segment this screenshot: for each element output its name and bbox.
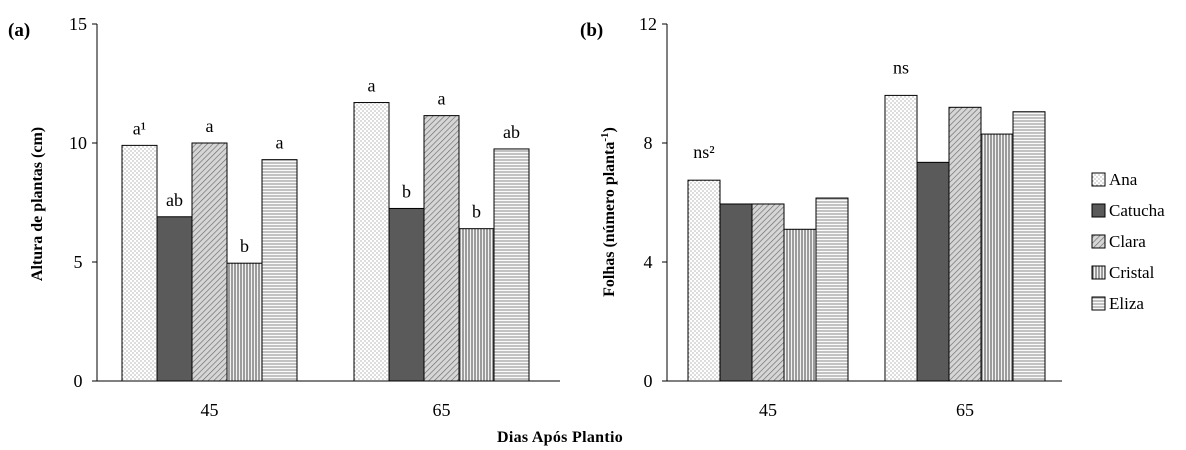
legend-swatch-clara	[1091, 234, 1106, 249]
panel-b-ylabel: Folhas (número planta-1)	[599, 127, 618, 297]
x-tick-label: 65	[956, 400, 974, 420]
x-tick-label: 45	[759, 400, 777, 420]
legend-label-catucha: Catucha	[1109, 201, 1165, 220]
significance-label: ab	[166, 190, 183, 210]
y-tick-label: 15	[69, 14, 87, 34]
bar-ana-45	[687, 179, 721, 382]
y-tick-label: 5	[74, 252, 83, 272]
legend: Ana Catucha Clara Cristal Eliza	[1091, 170, 1165, 313]
significance-label: ab	[503, 122, 520, 142]
bar-catucha-45	[719, 203, 753, 382]
bar-clara-65	[423, 115, 460, 382]
significance-label: a¹	[133, 118, 146, 138]
y-tick-label: 0	[644, 371, 653, 391]
bar-eliza-65	[1012, 111, 1046, 382]
significance-label: a	[276, 133, 284, 153]
legend-swatch-eliza	[1091, 296, 1106, 311]
significance-label: b	[240, 236, 249, 256]
legend-swatch-cristal	[1091, 265, 1106, 280]
bar-clara-45	[751, 203, 785, 382]
panel-a-xticks: 45 65	[201, 400, 451, 420]
y-tick-label: 8	[644, 133, 653, 153]
legend-label-eliza: Eliza	[1109, 294, 1144, 313]
legend-label-cristal: Cristal	[1109, 263, 1155, 282]
bar-ana-65	[884, 94, 918, 382]
legend-swatch-ana	[1091, 172, 1106, 187]
bar-clara-45	[191, 142, 228, 382]
bar-catucha-45	[156, 216, 193, 382]
x-axis-label: Dias Após Plantio	[497, 429, 623, 446]
y-tick-label: 12	[639, 14, 657, 34]
panel-b-sig-labels: ns² ns	[693, 57, 909, 162]
significance-label: a	[438, 89, 446, 109]
bar-cristal-45	[226, 262, 263, 382]
bar-eliza-65	[493, 148, 530, 382]
panel-b-ylabel-close: )	[601, 127, 618, 132]
bar-eliza-45	[815, 197, 849, 382]
y-tick-label: 4	[644, 252, 653, 272]
bar-catucha-65	[388, 207, 425, 382]
panel-b-yticks: 0 4 8 12	[639, 14, 667, 391]
panel-b-ylabel-sup: -1	[599, 132, 611, 141]
bar-cristal-65	[980, 133, 1014, 382]
significance-label: a	[368, 76, 376, 96]
panel-b-bars	[687, 94, 1046, 382]
legend-label-clara: Clara	[1109, 232, 1146, 251]
legend-swatch-catucha	[1091, 203, 1106, 218]
panel-a-bars	[121, 102, 530, 382]
bar-catucha-65	[916, 161, 950, 382]
panel-a-label: (a)	[8, 20, 30, 41]
y-tick-label: 0	[74, 371, 83, 391]
panel-b-ylabel-main: Folhas (número planta	[601, 142, 618, 297]
group-significance-label: ns²	[693, 142, 714, 162]
x-tick-label: 45	[201, 400, 219, 420]
panel-a-yticks: 0 5 10 15	[69, 14, 97, 391]
significance-label: b	[402, 181, 411, 201]
significance-label: b	[472, 202, 481, 222]
panel-a-ylabel: Altura de plantas (cm)	[29, 127, 46, 281]
panel-b-xticks: 45 65	[759, 400, 974, 420]
group-significance-label: ns	[893, 57, 909, 77]
x-tick-label: 65	[433, 400, 451, 420]
bar-ana-45	[121, 144, 158, 382]
bar-ana-65	[353, 102, 390, 382]
bar-clara-65	[948, 106, 982, 382]
legend-label-ana: Ana	[1109, 170, 1138, 189]
significance-label: a	[206, 116, 214, 136]
bar-cristal-45	[783, 228, 817, 382]
bar-cristal-65	[458, 228, 495, 382]
bar-eliza-45	[261, 159, 298, 382]
y-tick-label: 10	[69, 133, 87, 153]
panel-b-label: (b)	[580, 20, 603, 41]
